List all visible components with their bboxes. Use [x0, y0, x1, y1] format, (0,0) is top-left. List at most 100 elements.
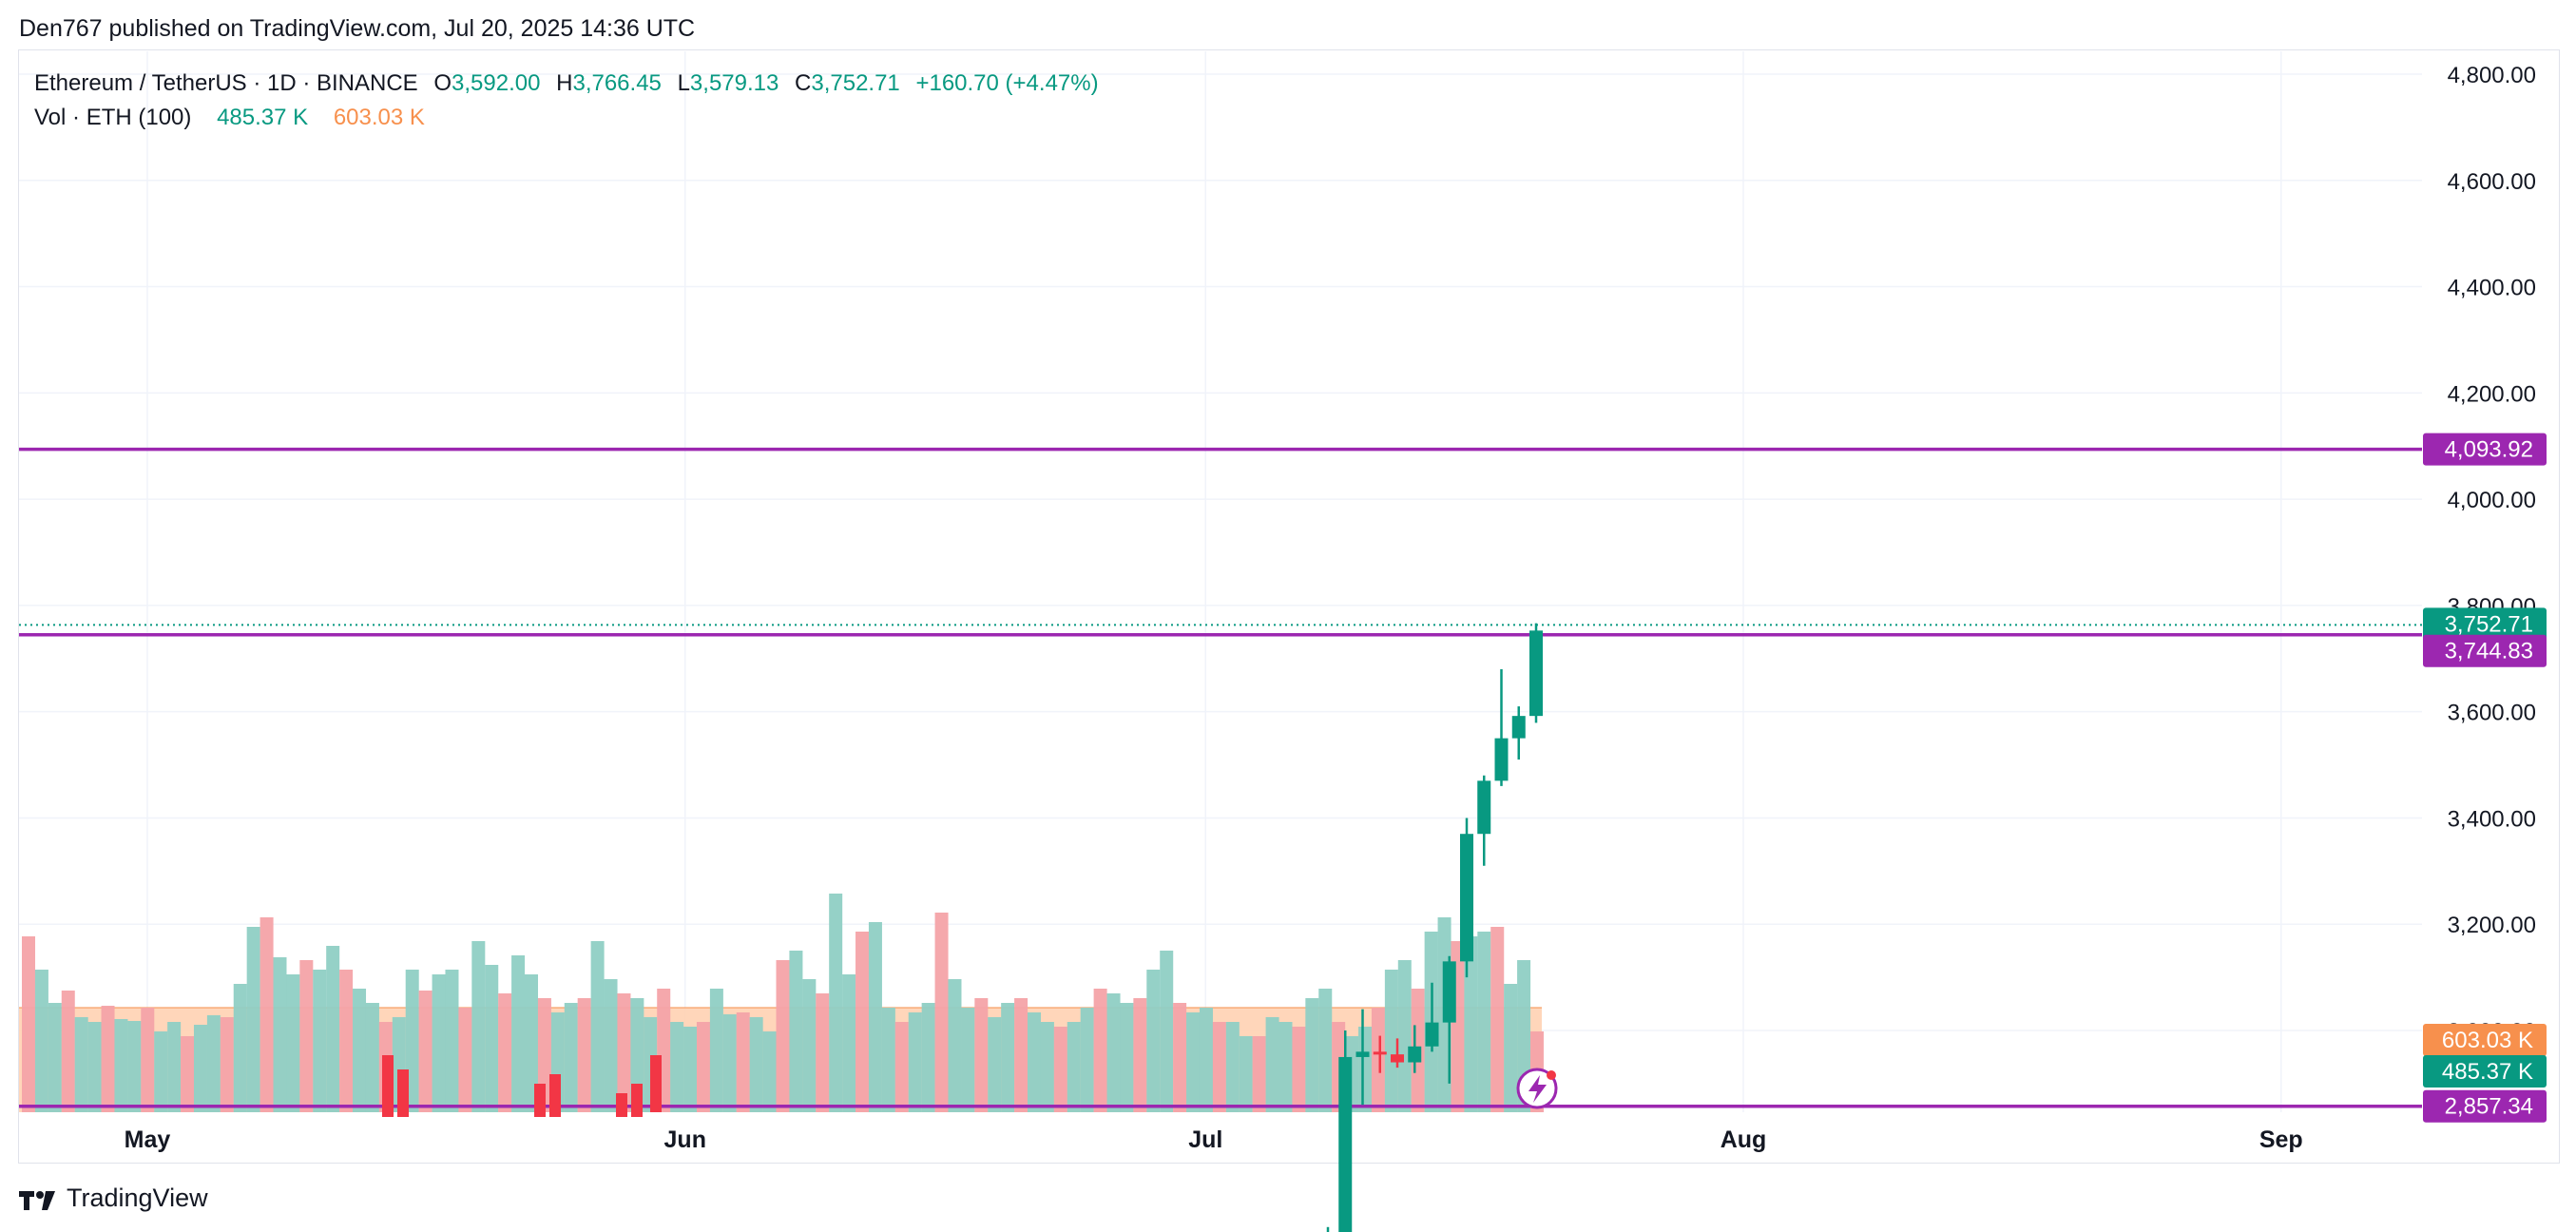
price-tick-label: 4,600.00 [2448, 169, 2536, 195]
volume-ma-value: 603.03 K [333, 105, 425, 130]
volume-bar [339, 970, 354, 1112]
candles [382, 623, 1543, 1232]
time-axis: May Jun Jul Aug Sep [125, 1126, 2303, 1153]
volume-bar [273, 957, 287, 1112]
volume-bar [141, 1008, 155, 1112]
volume-bar [829, 894, 843, 1112]
volume-bar [1001, 1003, 1015, 1112]
volume-bar [1265, 1017, 1279, 1112]
old-candle [534, 1084, 546, 1117]
volume-bar [1225, 1022, 1240, 1112]
alert-icon[interactable] [1516, 1068, 1558, 1109]
volume-bars [22, 894, 1544, 1112]
time-tick-label: Jul [1188, 1126, 1222, 1153]
volume-bar [1106, 993, 1121, 1112]
old-candle [382, 1055, 394, 1117]
candle-body [1408, 1046, 1422, 1063]
volume-bar [1146, 970, 1161, 1112]
volume-bar [365, 1003, 379, 1112]
chart-frame [18, 49, 2560, 1164]
old-candle [631, 1084, 643, 1117]
volume-bar [855, 932, 870, 1112]
volume-bar [206, 1015, 221, 1112]
level-badge-bg [2423, 433, 2547, 466]
candle-body [1425, 1022, 1439, 1047]
volume-bar [1464, 936, 1478, 1112]
candle-body [1338, 1056, 1353, 1232]
volume-bar [1384, 970, 1398, 1112]
publisher-caption: Den767 published on TradingView.com, Jul… [19, 15, 696, 42]
volume-legend-row: Vol · ETH (100) 485.37 K 603.03 K [34, 101, 1099, 135]
tradingview-logo[interactable]: TradingView [19, 1184, 208, 1213]
volume-badge-text: 485.37 K [2442, 1059, 2533, 1085]
volume-bar [948, 979, 962, 1112]
volume-bar [1160, 951, 1174, 1112]
volume-bar [1199, 1008, 1213, 1112]
volume-bar [1318, 989, 1333, 1112]
time-tick-label: Aug [1721, 1126, 1767, 1153]
time-tick-label: Sep [2259, 1126, 2303, 1153]
level-badge-text: 4,093.92 [2445, 437, 2533, 463]
symbol-label[interactable]: Ethereum / TetherUS · 1D · BINANCE [34, 70, 418, 96]
price-tick-label: 3,600.00 [2448, 701, 2536, 726]
volume-bar [313, 970, 327, 1112]
volume-bar [1371, 1008, 1385, 1112]
volume-bar [868, 922, 882, 1112]
time-tick-label: May [125, 1126, 171, 1153]
volume-bar [193, 1025, 207, 1112]
volume-bar [1053, 1027, 1067, 1112]
low-value: 3,579.13 [689, 70, 779, 96]
volume-bar [894, 1022, 909, 1112]
volume-bar [1080, 1008, 1094, 1112]
volume-bar [1477, 932, 1491, 1112]
volume-bar [511, 955, 526, 1112]
chart-grid [19, 51, 2422, 1112]
volume-bar [1173, 1003, 1187, 1112]
volume-bar [432, 974, 446, 1112]
old-candle [397, 1069, 409, 1117]
volume-bar [445, 970, 459, 1112]
volume-bar [604, 979, 618, 1112]
volume-bar [988, 1017, 1002, 1112]
volume-bar [1292, 1027, 1306, 1112]
low-label: L [677, 70, 690, 96]
level-badge-bg [2423, 1089, 2547, 1123]
volume-bar [736, 1012, 750, 1112]
candle-body [1494, 738, 1509, 781]
close-value: 3,752.71 [811, 70, 900, 96]
volume-bar [34, 970, 48, 1112]
volume-bar [87, 1022, 102, 1112]
volume-bar [246, 927, 260, 1112]
volume-bar [1120, 1003, 1134, 1112]
volume-bar [1490, 927, 1505, 1112]
volume-bar [471, 941, 486, 1112]
volume-bar [1186, 1012, 1201, 1112]
volume-bar [1014, 998, 1028, 1112]
volume-bar [74, 1017, 88, 1112]
volume-bar [1067, 1022, 1081, 1112]
volume-bar [921, 1003, 935, 1112]
price-tick-label: 3,400.00 [2448, 806, 2536, 832]
candle-body [1529, 630, 1543, 717]
volume-ma-badge-text: 603.03 K [2442, 1028, 2533, 1053]
tradingview-brand: TradingView [67, 1184, 208, 1212]
level-badge-bg [2423, 634, 2547, 667]
volume-label[interactable]: Vol · ETH (100) [34, 105, 192, 130]
chart-legend: Ethereum / TetherUS · 1D · BINANCE O3,59… [34, 67, 1099, 135]
candle-body [1373, 1051, 1387, 1055]
volume-bar [908, 1012, 922, 1112]
volume-bar [802, 979, 817, 1112]
volume-bar [326, 946, 340, 1112]
volume-bar [299, 960, 314, 1112]
price-tick-label: 3,200.00 [2448, 913, 2536, 938]
open-label: O [433, 70, 452, 96]
volume-bar [1133, 998, 1147, 1112]
volume-bar [286, 974, 300, 1112]
volume-bar [114, 1019, 128, 1112]
volume-bar [260, 917, 274, 1112]
volume-bar [670, 1022, 684, 1112]
volume-bar [590, 941, 605, 1112]
high-value: 3,766.45 [572, 70, 662, 96]
volume-bar [789, 951, 803, 1112]
